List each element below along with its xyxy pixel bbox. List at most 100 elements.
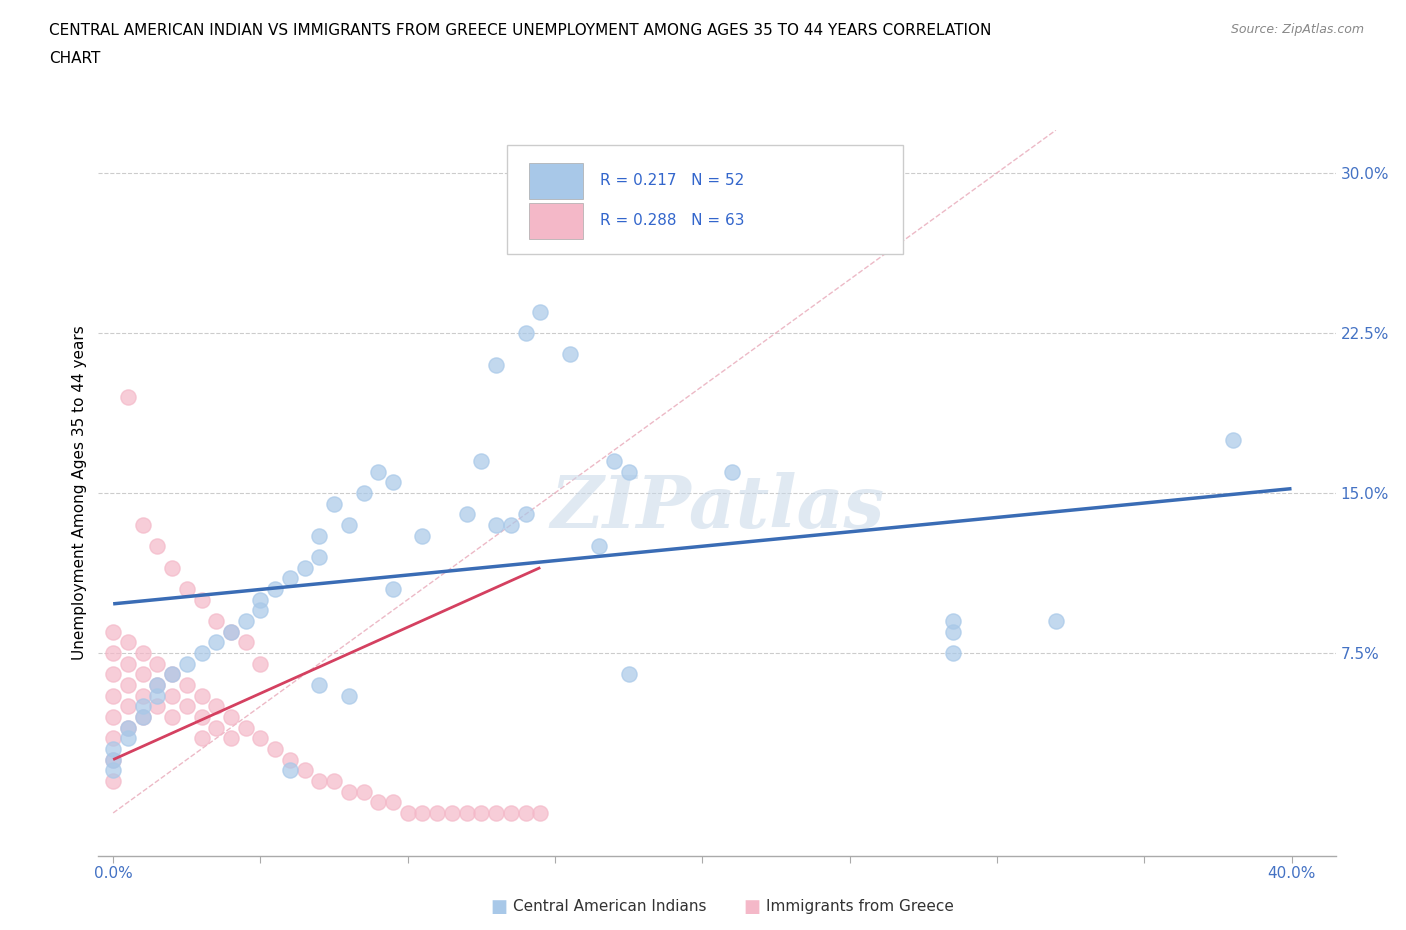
Point — [117, 677, 139, 692]
Point — [353, 485, 375, 500]
Point — [117, 720, 139, 735]
Point — [101, 731, 124, 746]
Point — [617, 197, 640, 212]
Point — [942, 614, 965, 629]
Point — [529, 304, 551, 319]
Point — [146, 698, 169, 713]
Point — [367, 464, 389, 479]
Point — [235, 635, 257, 650]
Point — [396, 805, 419, 820]
Point — [1222, 432, 1244, 447]
Text: ■: ■ — [491, 897, 508, 916]
Point — [249, 657, 271, 671]
Text: 0.0%: 0.0% — [94, 866, 132, 882]
Point — [176, 581, 198, 596]
Point — [515, 326, 537, 340]
Point — [190, 688, 212, 703]
Point — [470, 454, 492, 469]
Point — [117, 720, 139, 735]
Point — [101, 688, 124, 703]
Point — [558, 347, 581, 362]
Point — [264, 581, 287, 596]
Point — [942, 645, 965, 660]
Point — [1045, 614, 1067, 629]
Y-axis label: Unemployment Among Ages 35 to 44 years: Unemployment Among Ages 35 to 44 years — [72, 326, 87, 660]
Point — [117, 657, 139, 671]
Point — [131, 517, 153, 532]
Point — [205, 614, 228, 629]
Point — [499, 805, 522, 820]
FancyBboxPatch shape — [506, 145, 903, 254]
Point — [101, 763, 124, 777]
Point — [382, 581, 405, 596]
Point — [190, 645, 212, 660]
Point — [278, 571, 301, 586]
Point — [337, 517, 360, 532]
Point — [337, 688, 360, 703]
Text: CENTRAL AMERICAN INDIAN VS IMMIGRANTS FROM GREECE UNEMPLOYMENT AMONG AGES 35 TO : CENTRAL AMERICAN INDIAN VS IMMIGRANTS FR… — [49, 23, 991, 38]
Point — [190, 710, 212, 724]
Point — [146, 688, 169, 703]
Point — [382, 475, 405, 490]
Point — [499, 517, 522, 532]
Point — [131, 688, 153, 703]
Point — [456, 507, 478, 522]
Point — [337, 784, 360, 799]
Point — [294, 560, 316, 575]
Text: ■: ■ — [744, 897, 761, 916]
Text: CHART: CHART — [49, 51, 101, 66]
Point — [146, 677, 169, 692]
Point — [160, 560, 183, 575]
Point — [440, 805, 463, 820]
Point — [426, 805, 449, 820]
Text: 40.0%: 40.0% — [1267, 866, 1316, 882]
Point — [101, 774, 124, 789]
Point — [323, 496, 346, 511]
Point — [308, 774, 330, 789]
Point — [219, 624, 242, 639]
Point — [219, 624, 242, 639]
Text: Central American Indians: Central American Indians — [513, 899, 707, 914]
Point — [146, 677, 169, 692]
Point — [117, 698, 139, 713]
Text: ZIPatlas: ZIPatlas — [550, 472, 884, 543]
Point — [588, 538, 610, 553]
Point — [101, 710, 124, 724]
Point — [160, 667, 183, 682]
Point — [219, 710, 242, 724]
Point — [190, 731, 212, 746]
Point — [131, 698, 153, 713]
Point — [603, 454, 626, 469]
Point — [205, 635, 228, 650]
Point — [235, 614, 257, 629]
Point — [190, 592, 212, 607]
Text: R = 0.217   N = 52: R = 0.217 N = 52 — [599, 174, 744, 189]
Point — [131, 710, 153, 724]
Point — [146, 538, 169, 553]
Text: Source: ZipAtlas.com: Source: ZipAtlas.com — [1230, 23, 1364, 36]
Point — [176, 677, 198, 692]
Point — [176, 698, 198, 713]
Point — [249, 592, 271, 607]
Point — [529, 805, 551, 820]
Point — [308, 677, 330, 692]
Point — [278, 752, 301, 767]
Point — [720, 464, 742, 479]
Point — [205, 698, 228, 713]
Point — [617, 667, 640, 682]
Point — [117, 390, 139, 405]
Point — [160, 688, 183, 703]
Point — [485, 517, 508, 532]
Point — [101, 624, 124, 639]
Point — [101, 752, 124, 767]
Point — [160, 667, 183, 682]
Point — [411, 805, 433, 820]
Point — [131, 710, 153, 724]
Point — [131, 667, 153, 682]
Point — [485, 805, 508, 820]
Point — [176, 657, 198, 671]
Point — [323, 774, 346, 789]
Point — [101, 752, 124, 767]
Point — [278, 763, 301, 777]
Point — [146, 657, 169, 671]
